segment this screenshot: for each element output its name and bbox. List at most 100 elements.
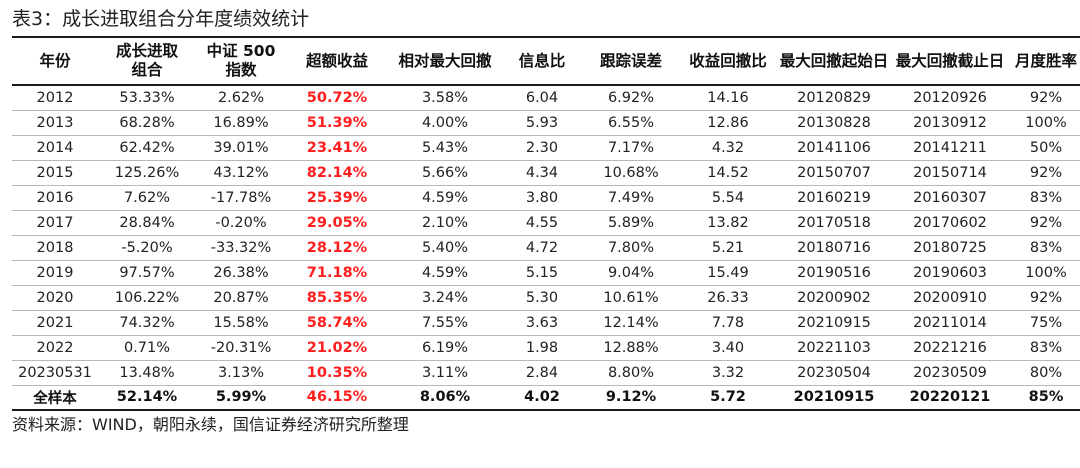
table-cell: 5.21 <box>680 235 776 261</box>
table-cell: 5.89% <box>582 210 680 236</box>
column-header-label: 年份 <box>39 51 71 70</box>
table-cell: 6.19% <box>388 335 502 361</box>
table-cell: 50.72% <box>286 85 388 111</box>
table-cell: 16.89% <box>196 110 286 136</box>
table-cell: 20170602 <box>892 210 1008 236</box>
table-cell: -0.20% <box>196 210 286 236</box>
table-cell: 6.92% <box>582 85 680 111</box>
column-header: 信息比 <box>502 37 582 86</box>
table-cell: 62.42% <box>98 135 196 161</box>
table-cell: 125.26% <box>98 160 196 186</box>
column-header: 最大回撤起始日 <box>776 37 892 86</box>
row-label-cell: 2019 <box>12 260 98 286</box>
table-cell: 10.61% <box>582 285 680 311</box>
column-header-label: 跟踪误差 <box>599 51 662 70</box>
table-cell: 5.15 <box>502 260 582 286</box>
table-cell: 7.62% <box>98 185 196 211</box>
table-cell: 5.40% <box>388 235 502 261</box>
column-header: 月度胜率 <box>1008 37 1080 86</box>
table-cell: -5.20% <box>98 235 196 261</box>
table-cell: 4.00% <box>388 110 502 136</box>
table-cell: 14.52 <box>680 160 776 186</box>
table-cell: -17.78% <box>196 185 286 211</box>
table-cell: 28.12% <box>286 235 388 261</box>
table-cell: 20180716 <box>776 235 892 261</box>
table-cell: 7.49% <box>582 185 680 211</box>
table-cell: 5.43% <box>388 135 502 161</box>
table-cell: 5.72 <box>680 385 776 411</box>
table-cell: 20160307 <box>892 185 1008 211</box>
column-header: 年份 <box>12 37 98 86</box>
column-header-label: 组合 <box>131 61 163 79</box>
column-header-label: 最大回撤截止日 <box>895 51 1005 70</box>
table-cell: 15.49 <box>680 260 776 286</box>
table-row: 2020 106.22% 20.87% 85.35% 3.24% 5.30 10.61% 26… <box>12 285 1080 311</box>
table-row: 2018 -5.20% -33.32% 28.12% 5.40% 4.72 7.80% 5.2… <box>12 235 1080 261</box>
table-cell: 20160219 <box>776 185 892 211</box>
row-label-cell: 2016 <box>12 185 98 211</box>
table-cell: 4.59% <box>388 260 502 286</box>
table-cell: 7.17% <box>582 135 680 161</box>
column-header-label: 指数 <box>225 61 257 79</box>
table-cell: 9.12% <box>582 385 680 411</box>
column-header: 相对最大回撤 <box>388 37 502 86</box>
table-cell: 43.12% <box>196 160 286 186</box>
table-row: 2022 0.71% -20.31% 21.02% 6.19% 1.98 12.88% 3.4… <box>12 335 1080 361</box>
table-cell: 7.78 <box>680 310 776 336</box>
table-cell: 26.38% <box>196 260 286 286</box>
table-cell: 20141106 <box>776 135 892 161</box>
table-cell: 21.02% <box>286 335 388 361</box>
column-header-label: 最大回撤起始日 <box>779 51 889 70</box>
column-header-label: 月度胜率 <box>1014 51 1077 70</box>
column-header: 中证 500 指数 <box>196 37 286 86</box>
table-cell: 10.68% <box>582 160 680 186</box>
table-cell: 46.15% <box>286 385 388 411</box>
table-cell: 12.14% <box>582 310 680 336</box>
table-cell: 71.18% <box>286 260 388 286</box>
table-cell: 7.80% <box>582 235 680 261</box>
table-cell: 26.33 <box>680 285 776 311</box>
table-row: 20230531 13.48% 3.13% 10.35% 3.11% 2.84 8.80% 3… <box>12 360 1080 386</box>
table-cell: 82.14% <box>286 160 388 186</box>
table-cell: 15.58% <box>196 310 286 336</box>
table-cell: 20211014 <box>892 310 1008 336</box>
table-cell: 92% <box>1008 210 1080 236</box>
table-cell: 3.40 <box>680 335 776 361</box>
table-row: 2015 125.26% 43.12% 82.14% 5.66% 4.34 10.68% 14… <box>12 160 1080 186</box>
table-cell: 8.80% <box>582 360 680 386</box>
table-cell: 3.58% <box>388 85 502 111</box>
table-cell: 20210915 <box>776 385 892 411</box>
performance-table: 年份 成长进取 组合 中证 500 指数 超额收益 相对最大回撤 信息比 跟踪误差 收益回撤比 最大… <box>12 36 1080 411</box>
table-cell: 3.13% <box>196 360 286 386</box>
table-cell: 2.84 <box>502 360 582 386</box>
table-cell: 8.06% <box>388 385 502 411</box>
table-cell: 92% <box>1008 160 1080 186</box>
table-cell: 83% <box>1008 235 1080 261</box>
table-cell: 4.34 <box>502 160 582 186</box>
table-row: 2012 53.33% 2.62% 50.72% 3.58% 6.04 6.92% 14.16… <box>12 85 1080 111</box>
table-cell: 9.04% <box>582 260 680 286</box>
row-label-cell: 2013 <box>12 110 98 136</box>
table-cell: 74.32% <box>98 310 196 336</box>
table-cell: 5.93 <box>502 110 582 136</box>
table-cell: 4.59% <box>388 185 502 211</box>
table-cell: 2.62% <box>196 85 286 111</box>
table-cell: 4.02 <box>502 385 582 411</box>
table-cell: 85.35% <box>286 285 388 311</box>
table-cell: 20200910 <box>892 285 1008 311</box>
table-cell: 1.98 <box>502 335 582 361</box>
table-cell: 20221103 <box>776 335 892 361</box>
source-note: 资料来源：WIND，朝阳永续，国信证券经济研究所整理 <box>12 415 409 434</box>
table-cell: 75% <box>1008 310 1080 336</box>
table-cell: 0.71% <box>98 335 196 361</box>
table-cell: 92% <box>1008 285 1080 311</box>
table-cell: 20120829 <box>776 85 892 111</box>
column-header: 跟踪误差 <box>582 37 680 86</box>
table-cell: 5.66% <box>388 160 502 186</box>
table-cell: 39.01% <box>196 135 286 161</box>
table-cell: 3.24% <box>388 285 502 311</box>
table-header-row: 年份 成长进取 组合 中证 500 指数 超额收益 相对最大回撤 信息比 跟踪误差 收益回撤比 最大… <box>12 37 1080 86</box>
table-cell: 4.55 <box>502 210 582 236</box>
row-label-cell: 2014 <box>12 135 98 161</box>
table-cell: 50% <box>1008 135 1080 161</box>
